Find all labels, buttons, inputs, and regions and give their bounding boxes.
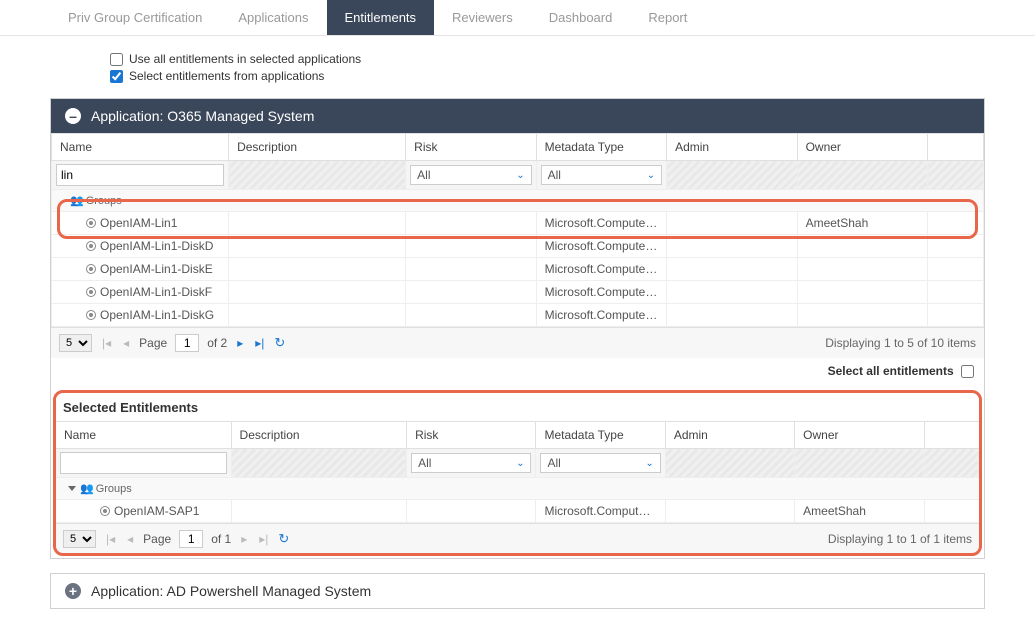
- opt-select-from[interactable]: Select entitlements from applications: [110, 69, 1035, 83]
- table-row[interactable]: OpenIAM-SAP1Microsoft.Compute/virtualMac…: [56, 500, 980, 523]
- last-page-button[interactable]: ▸|: [253, 336, 266, 350]
- refresh-button[interactable]: ↻: [278, 531, 289, 547]
- panel-o365-title: Application: O365 Managed System: [91, 108, 314, 124]
- next-page-button[interactable]: ▸: [235, 336, 245, 350]
- checkbox-select-from[interactable]: [110, 70, 123, 83]
- th-owner[interactable]: Owner: [795, 422, 924, 449]
- entitlements-table: Name Description Risk Metadata Type Admi…: [51, 133, 984, 327]
- tab-entitlements[interactable]: Entitlements: [327, 0, 435, 35]
- th-name[interactable]: Name: [56, 422, 232, 449]
- entitlement-options: Use all entitlements in selected applica…: [0, 36, 1035, 98]
- page-input[interactable]: [175, 334, 199, 352]
- select-all-row: Select all entitlements: [51, 358, 984, 388]
- group-row[interactable]: 👥Groups: [56, 478, 980, 500]
- th-risk[interactable]: Risk: [407, 422, 536, 449]
- th-meta[interactable]: Metadata Type: [536, 422, 665, 449]
- panel-ad-header[interactable]: + Application: AD Powershell Managed Sys…: [51, 574, 984, 608]
- selected-entitlements-title: Selected Entitlements: [55, 396, 980, 421]
- chevron-down-icon: ⌄: [516, 170, 524, 181]
- chevron-down-icon: ⌄: [647, 170, 655, 181]
- tab-applications[interactable]: Applications: [220, 0, 326, 35]
- filter-row: All⌄ All⌄: [56, 449, 980, 478]
- th-admin[interactable]: Admin: [667, 134, 797, 161]
- table-row[interactable]: OpenIAM-Lin1Microsoft.Compute/virtualMac…: [52, 212, 984, 235]
- page-input[interactable]: [179, 530, 203, 548]
- select-all-checkbox[interactable]: [961, 365, 974, 378]
- panel-o365-header[interactable]: – Application: O365 Managed System: [51, 99, 984, 133]
- opt-select-from-label: Select entitlements from applications: [129, 69, 324, 83]
- refresh-button[interactable]: ↻: [274, 335, 285, 351]
- checkbox-use-all[interactable]: [110, 53, 123, 66]
- chevron-down-icon: ⌄: [516, 458, 524, 469]
- filter-row: All⌄ All⌄: [52, 161, 984, 190]
- item-icon: [86, 218, 96, 228]
- expand-icon[interactable]: +: [65, 583, 81, 599]
- item-icon: [86, 241, 96, 251]
- th-desc[interactable]: Description: [229, 134, 406, 161]
- panel-ad-title: Application: AD Powershell Managed Syste…: [91, 583, 371, 599]
- top-tabs: Priv Group Certification Applications En…: [0, 0, 1035, 36]
- th-extra: [928, 134, 984, 161]
- group-row[interactable]: 👥Groups: [52, 190, 984, 212]
- first-page-button[interactable]: |◂: [100, 336, 113, 350]
- pager: 5 |◂ ◂ Page of 1 ▸ ▸| ↻ Displaying 1 to …: [55, 523, 980, 554]
- chevron-down-icon: ⌄: [645, 458, 653, 469]
- th-name[interactable]: Name: [52, 134, 229, 161]
- item-icon: [86, 310, 96, 320]
- tab-dashboard[interactable]: Dashboard: [531, 0, 631, 35]
- tab-reviewers[interactable]: Reviewers: [434, 0, 531, 35]
- filter-name-input[interactable]: [60, 452, 227, 474]
- next-page-button[interactable]: ▸: [239, 532, 249, 546]
- page-size-select[interactable]: 5: [59, 334, 92, 352]
- item-icon: [100, 506, 110, 516]
- table-row[interactable]: OpenIAM-Lin1-DiskFMicrosoft.Compute/disk…: [52, 281, 984, 304]
- item-icon: [86, 287, 96, 297]
- pager: 5 |◂ ◂ Page of 2 ▸ ▸| ↻ Displaying 1 to …: [51, 327, 984, 358]
- tab-priv-group[interactable]: Priv Group Certification: [50, 0, 220, 35]
- filter-owner: [797, 161, 927, 190]
- table-row[interactable]: OpenIAM-Lin1-DiskEMicrosoft.Compute/disk…: [52, 258, 984, 281]
- last-page-button[interactable]: ▸|: [257, 532, 270, 546]
- selected-entitlements-section: Selected Entitlements Name Description R…: [51, 392, 984, 558]
- prev-page-button[interactable]: ◂: [121, 336, 131, 350]
- page-size-select[interactable]: 5: [63, 530, 96, 548]
- selected-table: Name Description Risk Metadata Type Admi…: [55, 421, 980, 523]
- th-meta[interactable]: Metadata Type: [536, 134, 666, 161]
- filter-risk-select[interactable]: All⌄: [411, 453, 531, 473]
- filter-meta-select[interactable]: All⌄: [540, 453, 660, 473]
- tab-report[interactable]: Report: [630, 0, 705, 35]
- th-owner[interactable]: Owner: [797, 134, 927, 161]
- group-icon: 👥: [70, 195, 84, 207]
- pager-info: Displaying 1 to 1 of 1 items: [828, 532, 972, 546]
- filter-desc: [229, 161, 406, 190]
- th-desc[interactable]: Description: [231, 422, 407, 449]
- table-header-row: Name Description Risk Metadata Type Admi…: [56, 422, 980, 449]
- table-header-row: Name Description Risk Metadata Type Admi…: [52, 134, 984, 161]
- panel-o365: – Application: O365 Managed System Name …: [50, 98, 985, 559]
- filter-name-input[interactable]: [56, 164, 224, 186]
- prev-page-button[interactable]: ◂: [125, 532, 135, 546]
- panel-o365-body: Name Description Risk Metadata Type Admi…: [51, 133, 984, 327]
- table-row[interactable]: OpenIAM-Lin1-DiskDMicrosoft.Compute/disk…: [52, 235, 984, 258]
- opt-use-all-label: Use all entitlements in selected applica…: [129, 52, 361, 66]
- group-icon: 👥: [80, 483, 94, 495]
- pager-info: Displaying 1 to 5 of 10 items: [825, 336, 976, 350]
- expand-icon: [68, 486, 76, 491]
- th-risk[interactable]: Risk: [406, 134, 536, 161]
- collapse-icon[interactable]: –: [65, 108, 81, 124]
- th-admin[interactable]: Admin: [665, 422, 794, 449]
- first-page-button[interactable]: |◂: [104, 532, 117, 546]
- filter-meta-select[interactable]: All⌄: [541, 165, 662, 185]
- filter-risk-select[interactable]: All⌄: [410, 165, 531, 185]
- opt-use-all[interactable]: Use all entitlements in selected applica…: [110, 52, 1035, 66]
- panel-ad-powershell: + Application: AD Powershell Managed Sys…: [50, 573, 985, 609]
- table-row[interactable]: OpenIAM-Lin1-DiskGMicrosoft.Compute/disk…: [52, 304, 984, 327]
- filter-admin: [667, 161, 797, 190]
- item-icon: [86, 264, 96, 274]
